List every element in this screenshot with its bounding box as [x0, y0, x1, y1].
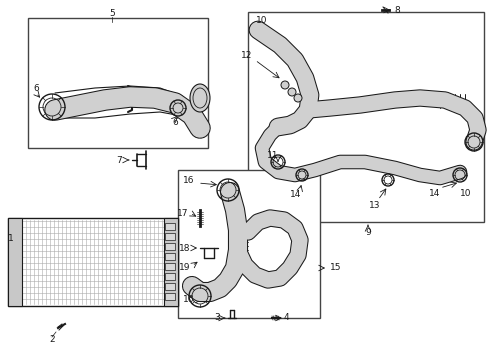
- Bar: [165, 253, 175, 260]
- Text: 6: 6: [33, 84, 39, 93]
- Circle shape: [294, 94, 302, 102]
- Ellipse shape: [190, 84, 210, 112]
- Bar: [8, 218, 178, 306]
- Bar: [248, 12, 484, 222]
- Text: 12: 12: [241, 50, 252, 59]
- Text: 2: 2: [49, 336, 55, 345]
- Text: 19: 19: [178, 264, 190, 273]
- Text: 15: 15: [330, 264, 342, 273]
- Text: 5: 5: [109, 9, 115, 18]
- Bar: [165, 283, 175, 290]
- Text: 9: 9: [365, 228, 371, 237]
- Text: 10: 10: [256, 15, 268, 24]
- Bar: [165, 223, 175, 230]
- Text: 14: 14: [290, 189, 302, 198]
- Text: 8: 8: [394, 5, 400, 14]
- Bar: [28, 18, 208, 148]
- Text: 17: 17: [176, 208, 188, 217]
- Text: 10: 10: [460, 189, 471, 198]
- Text: 6: 6: [172, 117, 178, 126]
- Bar: [165, 293, 175, 300]
- Text: 16: 16: [183, 176, 195, 185]
- Circle shape: [288, 88, 296, 96]
- Text: 18: 18: [178, 243, 190, 252]
- Text: 3: 3: [214, 314, 220, 323]
- Bar: [165, 233, 175, 240]
- Text: 13: 13: [369, 201, 381, 210]
- Bar: [165, 263, 175, 270]
- Bar: [178, 170, 320, 318]
- Circle shape: [281, 81, 289, 89]
- Bar: [165, 243, 175, 250]
- Text: 16: 16: [183, 296, 195, 305]
- Bar: [164, 218, 178, 306]
- Text: 11: 11: [267, 150, 278, 159]
- Text: 1: 1: [8, 234, 14, 243]
- Text: 7: 7: [116, 156, 122, 165]
- Text: 14: 14: [429, 189, 441, 198]
- Text: 4: 4: [284, 314, 290, 323]
- Bar: [8, 218, 22, 306]
- Bar: [165, 273, 175, 280]
